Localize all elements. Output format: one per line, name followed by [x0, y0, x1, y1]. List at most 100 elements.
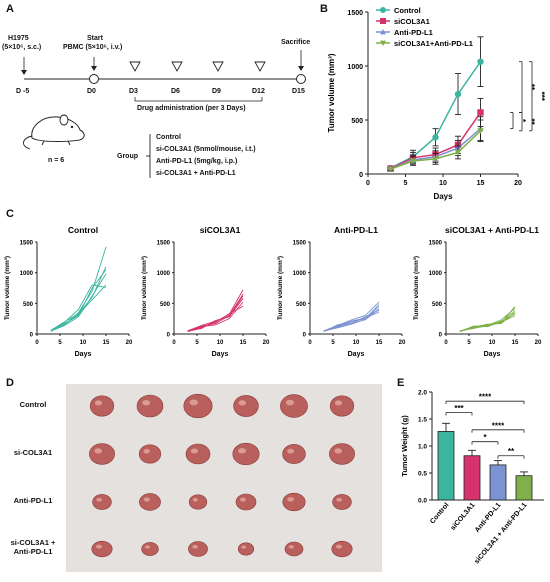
- x-tick-label: 15: [103, 340, 110, 346]
- panel-label-c: C: [6, 208, 14, 220]
- y-tick-label: 0: [167, 333, 171, 339]
- x-axis-title: Days: [433, 192, 453, 201]
- tumor-image: [331, 540, 353, 558]
- data-point: [454, 90, 462, 98]
- data-point: [432, 156, 439, 163]
- individual-line: [459, 315, 516, 332]
- y-tick-label: 0.5: [418, 471, 427, 478]
- growth-curve-chart: 0 500 1000 1500 0 5 10 15 20 Days Tumor volume (mm…: [327, 6, 546, 201]
- significance-label: ****: [492, 421, 505, 430]
- group-combo: si-COL3A1 + Anti-PD-L1: [156, 170, 236, 177]
- data-point: [477, 109, 484, 116]
- y-tick-label: 500: [351, 118, 363, 125]
- bar: [437, 431, 455, 501]
- individual-line: [187, 306, 244, 332]
- subplot-title: Anti-PD-L1: [334, 225, 378, 235]
- individual-line: [187, 295, 244, 332]
- event-pbmc-detail: PBMC (5×10⁶, i.v.): [63, 44, 123, 51]
- legend-label: siCOL3A1+Anti-PD-L1: [394, 39, 473, 48]
- individual-line: [459, 313, 516, 332]
- group-sicol3a1: si-COL3A1 (5nmol/mouse, i.t.): [156, 146, 256, 153]
- tumor-image: [136, 394, 164, 418]
- y-axis-title: Tumor volume (mm³): [413, 256, 420, 320]
- x-tick-label: 20: [514, 180, 522, 187]
- tumor-highlight: [287, 497, 294, 502]
- tumor-photo: [66, 384, 382, 572]
- x-axis-title: Days: [75, 351, 92, 358]
- tumor-highlight: [336, 497, 342, 502]
- data-point: [409, 158, 417, 165]
- photo-background: [66, 384, 382, 572]
- y-tick-label: 2.0: [418, 390, 427, 397]
- data-point: [387, 166, 394, 173]
- individual-line: [50, 284, 107, 332]
- tumor-highlight: [95, 544, 102, 549]
- tumor-image: [89, 443, 115, 465]
- y-axis-title: Tumor volume (mm³): [141, 256, 148, 320]
- day-label-d6: D6: [171, 88, 180, 95]
- y-axis-title: Tumor volume (mm³): [327, 53, 336, 132]
- tumor-image: [185, 443, 211, 465]
- x-tick-label: 15: [240, 340, 247, 346]
- significance-label: **: [508, 447, 515, 456]
- tumor-highlight: [190, 448, 198, 454]
- tumor-highlight: [96, 497, 102, 502]
- y-tick-label: 0: [30, 333, 34, 339]
- legend-label: Control: [394, 6, 421, 15]
- data-point: [477, 58, 484, 65]
- y-tick-label: 1000: [429, 271, 443, 277]
- category-label: Anti-PD-L1: [474, 502, 503, 534]
- photo-row-label-combo: si-COL3A1 + Anti-PD-L1: [10, 538, 56, 556]
- y-tick-label: 0.0: [418, 498, 427, 505]
- tumor-image: [91, 540, 113, 558]
- tumor-highlight: [192, 544, 198, 549]
- x-tick-label: 15: [512, 340, 519, 346]
- photo-row-label-anti-pd-l1: Anti-PD-L1: [13, 496, 53, 505]
- individual-line: [459, 310, 516, 332]
- x-tick-label: 0: [444, 340, 448, 346]
- tumor-image: [332, 494, 352, 510]
- x-tick-label: 10: [489, 340, 496, 346]
- y-tick-label: 0: [439, 333, 443, 339]
- x-tick-label: 10: [80, 340, 87, 346]
- significance-label: ***: [454, 404, 464, 413]
- data-point: [454, 149, 462, 156]
- significance-label: *: [518, 119, 527, 123]
- x-tick-label: 5: [58, 340, 62, 346]
- x-tick-label: 5: [331, 340, 335, 346]
- bar: [463, 455, 481, 501]
- day-label-d15: D15: [292, 88, 305, 95]
- individual-line: [50, 266, 107, 331]
- individual-line: [50, 273, 107, 332]
- x-tick-label: 20: [126, 340, 133, 346]
- y-tick-label: 1500: [293, 241, 307, 247]
- x-tick-label: 10: [353, 340, 360, 346]
- y-tick-label: 1500: [347, 10, 363, 17]
- legend-swatch-marker: [380, 40, 386, 46]
- legend-swatch-marker: [380, 7, 386, 13]
- tumor-highlight: [189, 399, 198, 406]
- individual-line: [187, 301, 244, 332]
- tumor-image: [138, 444, 162, 464]
- x-tick-label: 10: [439, 180, 447, 187]
- individual-line: [50, 269, 107, 332]
- tumor-image: [139, 493, 161, 511]
- category-label: siCOL3A1 + Anti-PD-L1: [473, 502, 528, 566]
- tumor-image: [89, 395, 115, 417]
- panel-label-d: D: [6, 377, 14, 389]
- x-axis-title: Days: [348, 351, 365, 358]
- y-tick-label: 1500: [157, 241, 171, 247]
- individual-line: [323, 306, 380, 332]
- x-tick-label: 10: [217, 340, 224, 346]
- x-tick-label: 5: [467, 340, 471, 346]
- group-label: Group: [117, 153, 138, 160]
- tumor-highlight: [285, 399, 294, 406]
- data-point: [432, 134, 439, 141]
- significance-label: **: [527, 119, 536, 126]
- y-tick-label: 500: [23, 302, 34, 308]
- tumor-highlight: [144, 545, 150, 549]
- tumor-highlight: [94, 400, 102, 406]
- y-tick-label: 1000: [20, 271, 34, 277]
- data-point: [477, 128, 484, 134]
